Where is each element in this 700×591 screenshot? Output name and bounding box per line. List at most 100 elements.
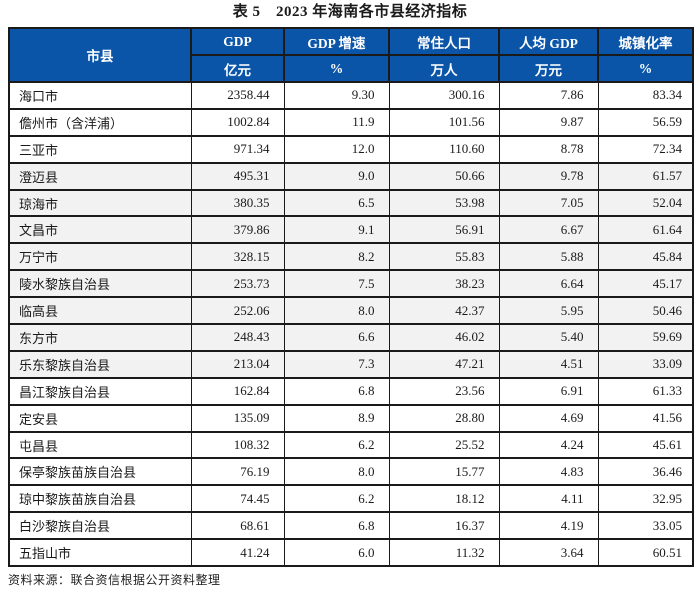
cell-gdp-growth: 9.1	[283, 215, 390, 244]
cell-urbanization: 41.56	[597, 403, 694, 432]
cell-gdp-growth: 7.5	[283, 269, 390, 298]
cell-gdp-growth: 7.3	[283, 349, 390, 378]
cell-region: 保亭黎族苗族自治县	[8, 457, 192, 486]
cell-gdp-growth: 9.30	[283, 81, 390, 109]
table-row: 澄迈县 495.31 9.0 50.66 9.78 61.57	[8, 161, 694, 190]
cell-population: 46.02	[388, 323, 500, 351]
cell-region: 文昌市	[8, 215, 192, 244]
cell-urbanization: 59.69	[597, 323, 694, 351]
economic-indicators-table: 市县 GDP GDP 增速 常住人口 人均 GDP 城镇化率 亿元 % 万人 万…	[8, 27, 694, 568]
cell-urbanization: 45.61	[597, 430, 694, 459]
cell-population: 53.98	[388, 188, 500, 217]
table-row: 昌江黎族自治县 162.84 6.8 23.56 6.91 61.33	[8, 376, 694, 405]
cell-region: 屯昌县	[8, 430, 192, 459]
cell-urbanization: 61.57	[597, 161, 694, 190]
cell-gdp-per-capita: 5.40	[498, 323, 599, 351]
table-row: 五指山市 41.24 6.0 11.32 3.64 60.51	[8, 538, 694, 567]
table-row: 琼海市 380.35 6.5 53.98 7.05 52.04	[8, 188, 694, 217]
cell-urbanization: 61.64	[597, 215, 694, 244]
table-body: 海口市 2358.44 9.30 300.16 7.86 83.34 儋州市（含洋浦） 100…	[8, 81, 694, 567]
cell-population: 15.77	[388, 457, 500, 486]
cell-gdp-growth: 6.8	[283, 376, 390, 405]
cell-population: 110.60	[388, 134, 500, 163]
header-row-units: 亿元 % 万人 万元 %	[9, 54, 694, 83]
cell-region: 昌江黎族自治县	[8, 376, 192, 405]
cell-region: 五指山市	[8, 538, 192, 567]
cell-urbanization: 60.51	[597, 538, 694, 567]
cell-urbanization: 33.05	[597, 511, 694, 540]
cell-gdp: 68.61	[190, 511, 285, 540]
cell-gdp: 379.86	[190, 215, 285, 244]
cell-population: 38.23	[388, 269, 500, 298]
table-row: 万宁市 328.15 8.2 55.83 5.88 45.84	[8, 242, 694, 271]
cell-gdp-per-capita: 7.86	[498, 81, 599, 109]
unit-population: 万人	[388, 54, 500, 83]
cell-population: 42.37	[388, 296, 500, 325]
cell-gdp: 76.19	[190, 457, 285, 486]
cell-gdp-per-capita: 5.88	[498, 242, 599, 271]
cell-gdp-per-capita: 6.67	[498, 215, 599, 244]
cell-gdp-growth: 12.0	[283, 134, 390, 163]
source-note: 资料来源：联合资信根据公开资料整理	[8, 573, 221, 588]
table-header: 市县 GDP GDP 增速 常住人口 人均 GDP 城镇化率 亿元 % 万人 万…	[8, 27, 694, 83]
cell-gdp-per-capita: 8.78	[498, 134, 599, 163]
table-row: 海口市 2358.44 9.30 300.16 7.86 83.34	[8, 81, 694, 109]
cell-gdp-per-capita: 6.64	[498, 269, 599, 298]
cell-gdp-growth: 11.9	[283, 107, 390, 136]
cell-gdp-growth: 9.0	[283, 161, 390, 190]
cell-population: 47.21	[388, 349, 500, 378]
cell-gdp: 135.09	[190, 403, 285, 432]
cell-population: 300.16	[388, 81, 500, 109]
cell-population: 28.80	[388, 403, 500, 432]
cell-gdp-growth: 6.8	[283, 511, 390, 540]
cell-urbanization: 45.84	[597, 242, 694, 271]
cell-gdp-growth: 6.2	[283, 430, 390, 459]
cell-gdp-growth: 8.9	[283, 403, 390, 432]
cell-gdp-per-capita: 7.05	[498, 188, 599, 217]
cell-population: 56.91	[388, 215, 500, 244]
cell-gdp: 74.45	[190, 484, 285, 513]
cell-gdp-per-capita: 4.11	[498, 484, 599, 513]
cell-gdp: 162.84	[190, 376, 285, 405]
cell-gdp-per-capita: 4.51	[498, 349, 599, 378]
table-row: 白沙黎族自治县 68.61 6.8 16.37 4.19 33.05	[8, 511, 694, 540]
cell-urbanization: 61.33	[597, 376, 694, 405]
cell-region: 三亚市	[8, 134, 192, 163]
cell-gdp: 248.43	[190, 323, 285, 351]
cell-gdp-per-capita: 4.24	[498, 430, 599, 459]
cell-gdp-growth: 8.0	[283, 296, 390, 325]
cell-gdp: 971.34	[190, 134, 285, 163]
table-row: 临高县 252.06 8.0 42.37 5.95 50.46	[8, 296, 694, 325]
cell-gdp: 2358.44	[190, 81, 285, 109]
header-row-labels: 市县 GDP GDP 增速 常住人口 人均 GDP 城镇化率	[8, 27, 694, 83]
cell-gdp-growth: 6.2	[283, 484, 390, 513]
cell-gdp-per-capita: 4.83	[498, 457, 599, 486]
cell-gdp-growth: 6.0	[283, 538, 390, 567]
cell-urbanization: 83.34	[597, 81, 694, 109]
unit-gdp-per-capita: 万元	[498, 54, 599, 83]
cell-region: 琼海市	[8, 188, 192, 217]
cell-region: 海口市	[8, 81, 192, 109]
cell-gdp: 380.35	[190, 188, 285, 217]
cell-population: 55.83	[388, 242, 500, 271]
cell-urbanization: 33.09	[597, 349, 694, 378]
cell-region: 万宁市	[8, 242, 192, 271]
cell-urbanization: 50.46	[597, 296, 694, 325]
cell-gdp: 253.73	[190, 269, 285, 298]
cell-urbanization: 72.34	[597, 134, 694, 163]
cell-region: 乐东黎族自治县	[8, 349, 192, 378]
cell-population: 50.66	[388, 161, 500, 190]
cell-gdp-per-capita: 9.78	[498, 161, 599, 190]
cell-urbanization: 56.59	[597, 107, 694, 136]
column-header-gdp-per-capita: 人均 GDP	[498, 27, 599, 56]
column-header-population: 常住人口	[388, 27, 500, 56]
table-row: 儋州市（含洋浦） 1002.84 11.9 101.56 9.87 56.59	[8, 107, 694, 136]
cell-gdp-per-capita: 4.69	[498, 403, 599, 432]
cell-population: 23.56	[388, 376, 500, 405]
cell-region: 东方市	[8, 323, 192, 351]
table-row: 屯昌县 108.32 6.2 25.52 4.24 45.61	[8, 430, 694, 459]
column-header-urbanization: 城镇化率	[597, 27, 694, 56]
cell-gdp: 213.04	[190, 349, 285, 378]
table-title: 表 5 2023 年海南各市县经济指标	[232, 4, 468, 20]
cell-population: 101.56	[388, 107, 500, 136]
